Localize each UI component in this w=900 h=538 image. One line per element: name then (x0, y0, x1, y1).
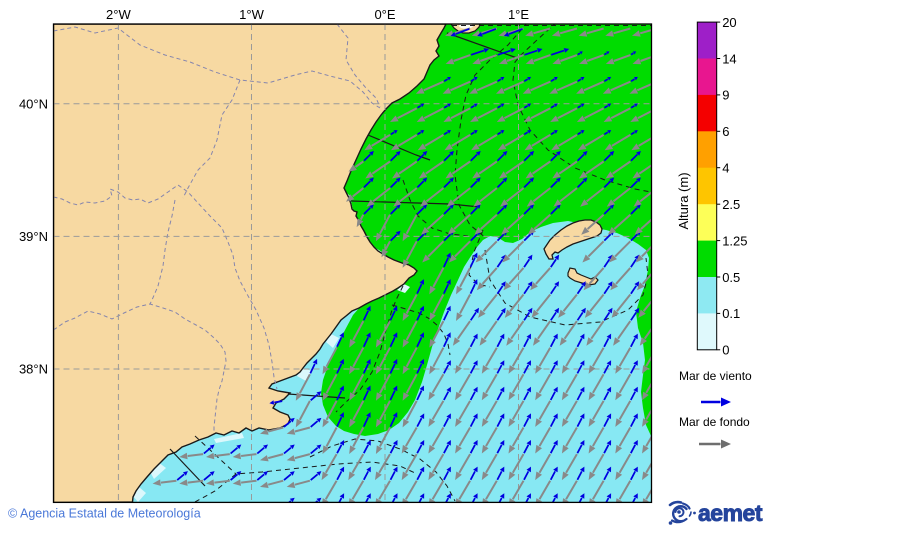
svg-text:0.1: 0.1 (722, 306, 740, 321)
svg-text:38°N: 38°N (19, 362, 48, 377)
svg-text:Mar de viento: Mar de viento (679, 369, 752, 383)
svg-text:9: 9 (722, 88, 729, 103)
svg-text:39°N: 39°N (19, 229, 48, 244)
svg-text:Altura (m): Altura (m) (676, 172, 691, 229)
svg-text:2.5: 2.5 (722, 197, 740, 212)
svg-text:Mar de fondo: Mar de fondo (679, 415, 750, 429)
svg-text:0°E: 0°E (374, 7, 395, 22)
svg-text:1.25: 1.25 (722, 233, 747, 248)
svg-text:© Agencia Estatal de Meteorolo: © Agencia Estatal de Meteorología (8, 507, 201, 521)
svg-text:6: 6 (722, 124, 729, 139)
svg-text:1°E: 1°E (508, 7, 529, 22)
svg-text:aemet: aemet (698, 500, 763, 526)
svg-text:14: 14 (722, 51, 736, 66)
svg-text:2°W: 2°W (106, 7, 131, 22)
svg-text:1°W: 1°W (239, 7, 264, 22)
svg-text:0: 0 (722, 343, 729, 358)
svg-text:40°N: 40°N (19, 96, 48, 111)
svg-text:0.5: 0.5 (722, 270, 740, 285)
svg-text:4: 4 (722, 161, 729, 176)
svg-text:20: 20 (722, 15, 736, 30)
